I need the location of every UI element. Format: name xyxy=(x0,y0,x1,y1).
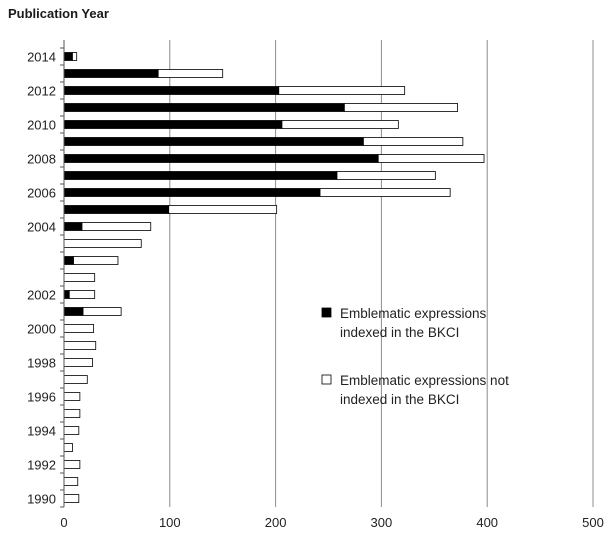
y-tick-label-2008: 2008 xyxy=(27,152,56,167)
y-tick-label-1990: 1990 xyxy=(27,492,56,507)
bar-indexed-25 xyxy=(63,69,159,78)
x-tick-label-300: 300 xyxy=(371,515,393,530)
bar-not-indexed-26 xyxy=(72,52,78,61)
legend-swatch-indexed xyxy=(321,307,332,318)
bar-indexed-14 xyxy=(63,256,74,265)
x-tick-label-400: 400 xyxy=(476,515,498,530)
y-tick-label-2012: 2012 xyxy=(27,84,56,99)
bar-not-indexed-0 xyxy=(63,494,80,503)
bar-not-indexed-20 xyxy=(377,154,485,163)
x-tick-labels: 0 100 200 300 400 500 xyxy=(60,515,603,530)
axes xyxy=(60,40,65,508)
bar-indexed-16 xyxy=(63,222,83,231)
bar-not-indexed-24 xyxy=(278,86,406,95)
legend-label-indexed-line-2: indexed in the BKCI xyxy=(340,325,459,340)
bar-not-indexed-17 xyxy=(168,205,278,214)
bar-not-indexed-16 xyxy=(81,222,152,231)
bar-indexed-17 xyxy=(63,205,170,214)
legend-label-not-indexed-line-2: indexed in the BKCI xyxy=(340,392,459,407)
x-tick-label-0: 0 xyxy=(60,515,67,530)
y-tick-label-2014: 2014 xyxy=(27,50,56,65)
bar-not-indexed-9 xyxy=(63,341,97,350)
x-tick-label-200: 200 xyxy=(265,515,287,530)
legend-label-not-indexed-line-1: Emblematic expressions not xyxy=(340,373,509,388)
bars xyxy=(63,52,485,503)
bar-not-indexed-7 xyxy=(63,375,88,384)
bar-not-indexed-23 xyxy=(343,103,458,112)
bar-not-indexed-14 xyxy=(73,256,119,265)
bar-not-indexed-25 xyxy=(157,69,224,78)
y-tick-label-2002: 2002 xyxy=(27,288,56,303)
bar-indexed-20 xyxy=(63,154,379,163)
bar-not-indexed-18 xyxy=(319,188,451,197)
bar-indexed-24 xyxy=(63,86,280,95)
gridlines xyxy=(169,40,594,507)
bar-indexed-18 xyxy=(63,188,321,197)
bar-indexed-23 xyxy=(63,103,345,112)
bar-not-indexed-1 xyxy=(63,477,79,486)
legend-label-indexed-line-1: Emblematic expressions xyxy=(340,306,487,321)
y-tick-label-1992: 1992 xyxy=(27,458,56,473)
y-tick-label-2000: 2000 xyxy=(27,322,56,337)
bar-not-indexed-15 xyxy=(63,239,142,248)
bar-indexed-11 xyxy=(63,307,84,316)
bar-indexed-12 xyxy=(63,290,70,299)
y-tick-label-1996: 1996 xyxy=(27,390,56,405)
bar-not-indexed-21 xyxy=(363,137,464,146)
y-tick-labels: 1990 1992 1994 1996 1998 2000 2002 2004 2006 2008… xyxy=(27,50,56,507)
x-tick-label-100: 100 xyxy=(159,515,181,530)
bar-not-indexed-4 xyxy=(63,426,80,435)
bar-not-indexed-3 xyxy=(63,443,73,452)
legend-swatch-not-indexed xyxy=(321,374,332,385)
bar-not-indexed-13 xyxy=(63,273,96,282)
bar-indexed-26 xyxy=(63,52,73,61)
bar-not-indexed-6 xyxy=(63,392,81,401)
y-tick-label-1998: 1998 xyxy=(27,356,56,371)
bar-indexed-21 xyxy=(63,137,364,146)
bar-indexed-22 xyxy=(63,120,283,129)
bar-not-indexed-10 xyxy=(63,324,95,333)
legend: Emblematic expressions indexed in the BKC… xyxy=(321,306,509,407)
y-tick-label-2006: 2006 xyxy=(27,186,56,201)
chart-title: Publication Year xyxy=(8,6,109,21)
bar-not-indexed-12 xyxy=(68,290,96,299)
bar-not-indexed-19 xyxy=(336,171,436,180)
bar-indexed-19 xyxy=(63,171,338,180)
bar-not-indexed-22 xyxy=(281,120,399,129)
bar-not-indexed-5 xyxy=(63,409,81,418)
bar-not-indexed-11 xyxy=(82,307,122,316)
y-tick-label-2004: 2004 xyxy=(27,220,56,235)
bar-not-indexed-2 xyxy=(63,460,81,469)
x-tick-label-500: 500 xyxy=(582,515,604,530)
y-tick-label-2010: 2010 xyxy=(27,118,56,133)
y-tick-label-1994: 1994 xyxy=(27,424,56,439)
bar-not-indexed-8 xyxy=(63,358,93,367)
